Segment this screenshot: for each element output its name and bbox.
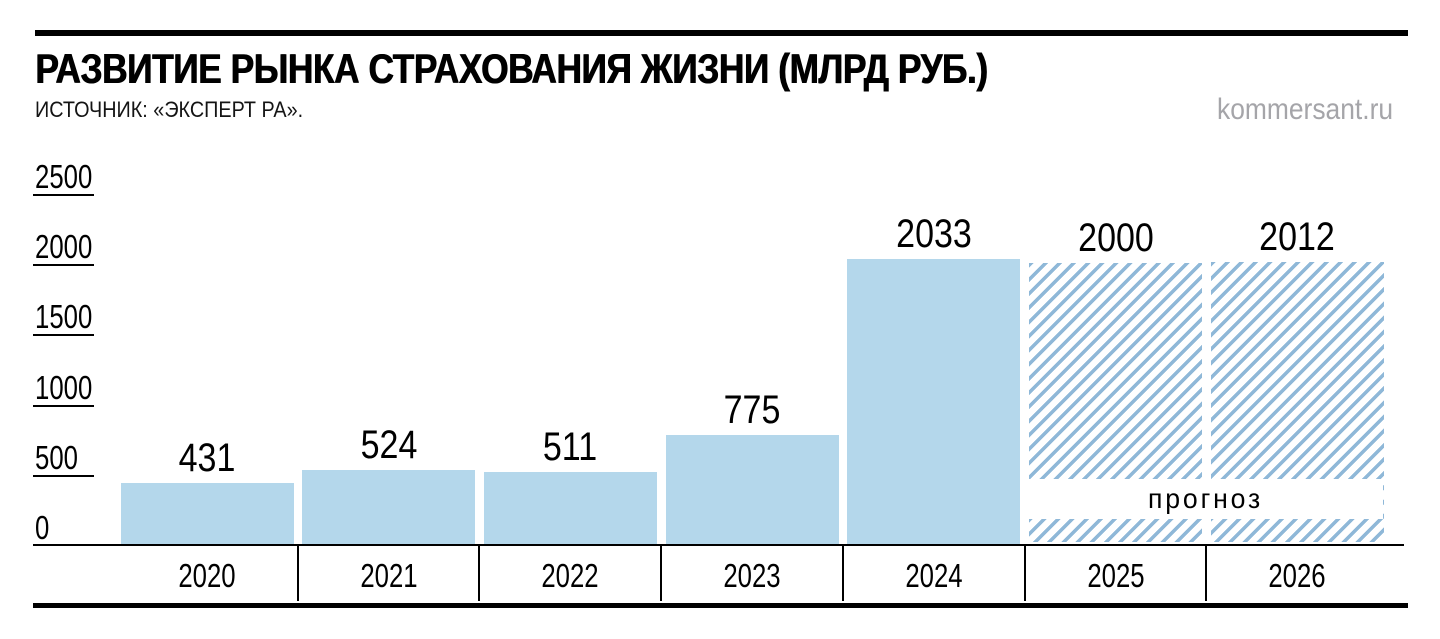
y-axis-tick-line — [33, 194, 94, 196]
bar-value-label: 431 — [178, 436, 236, 480]
x-axis-year-label: 2023 — [723, 557, 781, 594]
forecast-band: прогноз — [1029, 479, 1383, 519]
bar — [121, 483, 294, 544]
chart-source: ИСТОЧНИК: «ЭКСПЕРТ РА». — [35, 97, 304, 122]
bar-value-label: 2033 — [896, 212, 972, 256]
y-axis-tick-line — [33, 405, 94, 407]
forecast-label: прогноз — [1148, 483, 1264, 514]
x-axis-year-label: 2026 — [1268, 557, 1326, 594]
chart-title: РАЗВИТИЕ РЫНКА СТРАХОВАНИЯ ЖИЗНИ (МЛРД Р… — [35, 45, 988, 92]
bar-value-label: 2012 — [1259, 215, 1335, 259]
y-axis-tick-line — [33, 334, 94, 336]
bar-value-label: 775 — [723, 388, 781, 432]
bar-value-label: 2000 — [1078, 216, 1154, 260]
x-axis-divider — [1205, 546, 1207, 601]
x-axis-divider — [478, 546, 480, 601]
x-axis-bottom-rule — [33, 603, 1408, 608]
bar — [666, 435, 839, 544]
x-axis-divider — [1024, 546, 1026, 601]
y-axis-tick-label: 1500 — [35, 298, 93, 335]
bar — [302, 470, 475, 544]
site-watermark: kommersant.ru — [1216, 93, 1393, 126]
x-axis-divider — [297, 546, 299, 601]
y-axis-tick-label: 2000 — [35, 228, 93, 265]
x-axis-divider — [660, 546, 662, 601]
x-axis-year-label: 2025 — [1087, 557, 1145, 594]
y-axis-tick-line — [33, 264, 94, 266]
y-axis-tick-label: 500 — [35, 439, 78, 476]
y-axis-tick-label: 0 — [35, 509, 50, 546]
top-rule — [35, 30, 1408, 36]
bar-value-label: 524 — [360, 423, 418, 467]
y-axis-tick-line — [33, 475, 94, 477]
x-axis-year-label: 2020 — [178, 557, 236, 594]
bar — [847, 259, 1020, 544]
bar — [484, 472, 657, 544]
x-axis-year-label: 2021 — [360, 557, 418, 594]
x-axis-year-label: 2022 — [541, 557, 599, 594]
y-axis-tick-label: 2500 — [35, 158, 93, 195]
x-axis-baseline — [33, 544, 1404, 546]
bar-value-label: 511 — [542, 425, 598, 469]
x-axis-year-label: 2024 — [905, 557, 963, 594]
y-axis-tick-label: 1000 — [35, 369, 93, 406]
x-axis-divider — [842, 546, 844, 601]
